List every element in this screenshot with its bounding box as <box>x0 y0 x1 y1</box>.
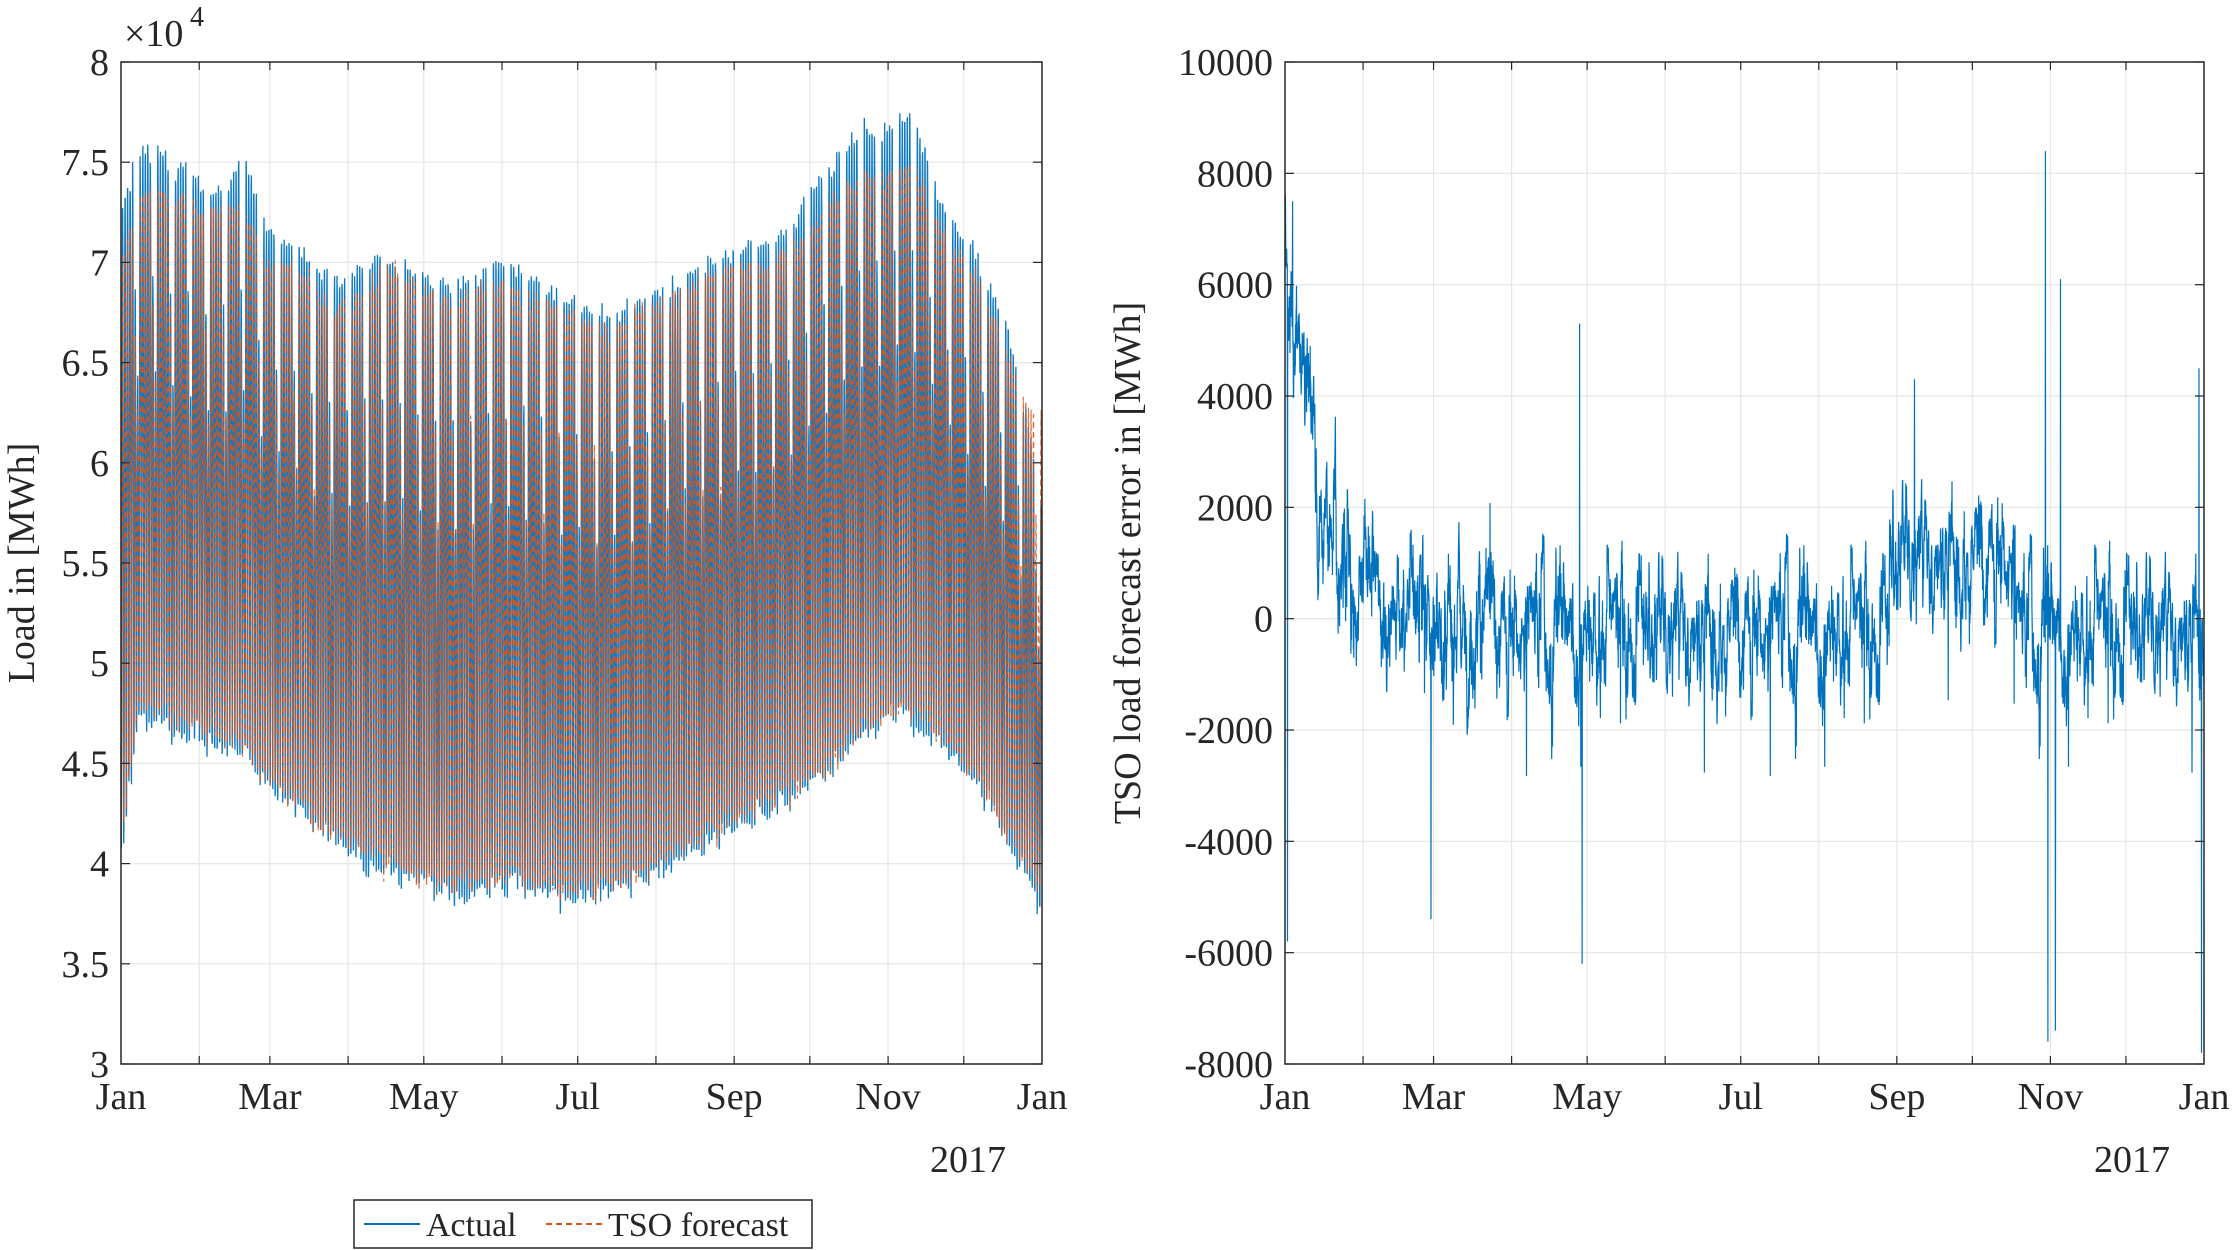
R-y-tick-label: 10000 <box>1178 42 1273 84</box>
L-y-tick-label: 4.5 <box>62 743 110 785</box>
right-series-error-line <box>1284 151 2205 1053</box>
legend-forecast-label: TSO forecast <box>608 1207 789 1244</box>
R-y-tick-label: -4000 <box>1184 821 1273 863</box>
L-y-tick-label: 5 <box>90 643 109 685</box>
R-x-tick-label: May <box>1552 1076 1622 1118</box>
right-x-year-label: 2017 <box>2094 1139 2170 1181</box>
R-y-tick-label: 4000 <box>1197 376 1273 418</box>
right-series <box>1284 151 2205 1053</box>
R-y-tick-label: 2000 <box>1197 487 1273 529</box>
L-x-tick-label: Mar <box>238 1076 302 1118</box>
right-ticks: -8000 -6000 -4000 -2000 0 2000 4000 6000 8000 100… <box>1178 42 2229 1118</box>
L-x-tick-label: Jul <box>556 1076 600 1118</box>
R-x-tick-label: Mar <box>1402 1076 1466 1118</box>
L-y-tick-label: 4 <box>90 844 109 886</box>
L-y-tick-label: 3.5 <box>62 944 110 986</box>
legend: Actual TSO forecast <box>353 1199 813 1249</box>
left-ticks: 3 3.5 4 4.5 5 5.5 6 6.5 7 7.5 8 Jan Mar May Jul Sep Nov J… <box>62 42 1068 1118</box>
left-series-tso-forecast-line <box>120 164 1043 903</box>
L-x-tick-label: Sep <box>706 1076 763 1118</box>
left-y-exponent-base: ×10 <box>124 13 183 55</box>
legend-actual-label: Actual <box>426 1207 517 1244</box>
R-x-tick-label: Sep <box>1868 1076 1925 1118</box>
left-series <box>120 113 1043 915</box>
R-y-tick-label: -8000 <box>1184 1044 1273 1086</box>
L-x-tick-label: Nov <box>855 1076 920 1118</box>
R-x-tick-label: Jan <box>1260 1076 1311 1118</box>
R-x-tick-label: Jul <box>1719 1076 1763 1118</box>
left-y-axis-label: Load in [MWh] <box>1 443 43 684</box>
L-y-tick-label: 7.5 <box>62 142 110 184</box>
R-y-tick-label: 8000 <box>1197 153 1273 195</box>
L-y-tick-label: 3 <box>90 1044 109 1086</box>
R-x-tick-label: Jan <box>2179 1076 2230 1118</box>
right-plot: -8000 -6000 -4000 -2000 0 2000 4000 6000 8000 100… <box>1107 42 2229 1181</box>
L-y-tick-label: 6 <box>90 443 109 485</box>
R-y-tick-label: 0 <box>1254 599 1273 641</box>
left-x-year-label: 2017 <box>930 1139 1006 1181</box>
L-y-tick-label: 5.5 <box>62 543 110 585</box>
L-x-tick-label: Jan <box>1017 1076 1068 1118</box>
R-x-tick-label: Nov <box>2018 1076 2083 1118</box>
right-axes-box <box>1284 61 2205 1065</box>
L-y-tick-label: 8 <box>90 42 109 84</box>
L-y-tick-label: 6.5 <box>62 343 110 385</box>
left-y-exponent-power: 4 <box>190 2 204 33</box>
right-y-axis-label: TSO load forecast error in [MWh] <box>1107 302 1149 824</box>
L-x-tick-label: May <box>389 1076 459 1118</box>
R-y-tick-label: -6000 <box>1184 933 1273 975</box>
left-plot: 3 3.5 4 4.5 5 5.5 6 6.5 7 7.5 8 Jan Mar May Jul Sep Nov J… <box>1 2 1067 1181</box>
legend-box <box>353 1199 813 1249</box>
R-y-tick-label: -2000 <box>1184 710 1273 752</box>
L-x-tick-label: Jan <box>96 1076 147 1118</box>
L-y-tick-label: 7 <box>90 242 109 284</box>
R-y-tick-label: 6000 <box>1197 265 1273 307</box>
